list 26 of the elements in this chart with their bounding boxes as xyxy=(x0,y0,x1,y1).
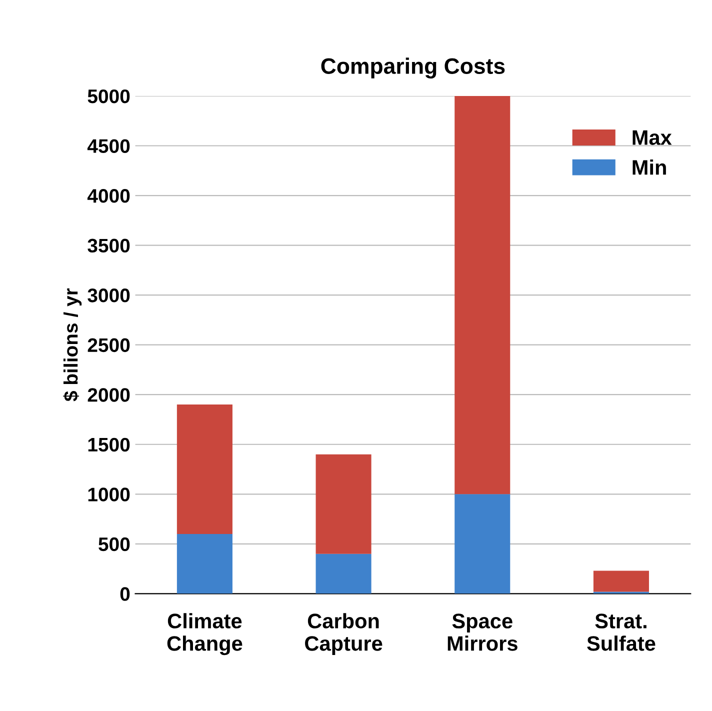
x-tick-label: Space Mirrors xyxy=(448,614,518,651)
x-tick-label: Climate Change xyxy=(167,613,242,656)
y-tick-label: 1500 xyxy=(88,438,130,452)
bar xyxy=(176,534,232,594)
y-tick-label: 4500 xyxy=(87,139,130,153)
y-tick-label: 2000 xyxy=(88,388,130,402)
x-tick-label: Strat. Sulfate xyxy=(587,614,656,651)
bar xyxy=(316,554,372,594)
y-tick-label: 5000 xyxy=(88,89,130,104)
y-tick-label: 500 xyxy=(98,537,130,552)
bar xyxy=(454,96,510,494)
x-tick-label: Carbon Capture xyxy=(305,613,382,655)
y-tick-label: 0 xyxy=(120,587,130,601)
bar xyxy=(593,570,649,592)
bar xyxy=(176,404,232,534)
y-tick-label: 3500 xyxy=(88,238,130,253)
y-tick-label: 2500 xyxy=(88,338,130,352)
bar xyxy=(454,494,510,594)
bar xyxy=(316,454,372,554)
y-tick-label: 4000 xyxy=(87,188,130,203)
y-tick-label: 3000 xyxy=(88,288,130,302)
legend-label: Max xyxy=(632,130,672,145)
y-axis-title: $ bilions / yr xyxy=(63,288,82,402)
chart-title: Comparing Costs xyxy=(321,58,505,78)
legend-label: Min xyxy=(632,160,666,175)
y-tick-label: 1000 xyxy=(88,488,130,502)
